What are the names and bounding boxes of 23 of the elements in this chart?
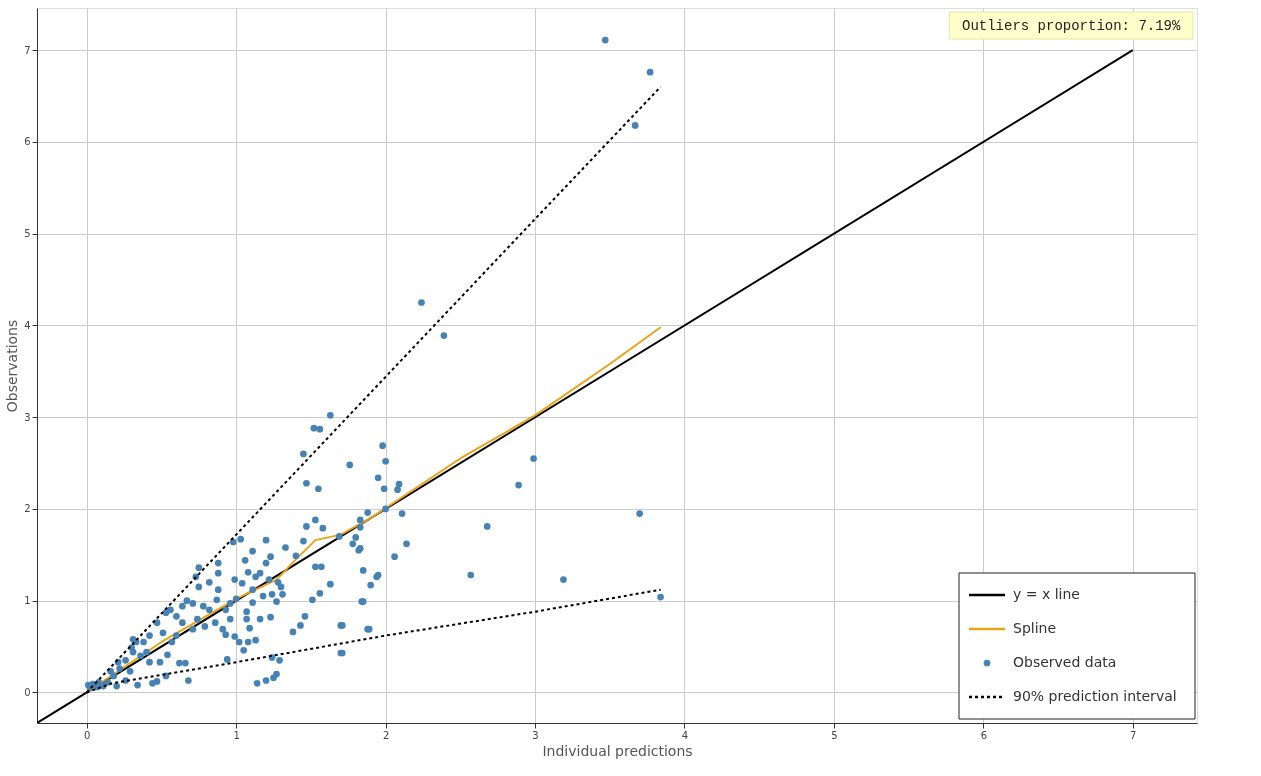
y-tick-label: 3 <box>24 411 31 423</box>
x-tick-label: 7 <box>1130 729 1137 741</box>
y-tick-label: 0 <box>24 686 31 698</box>
y-axis-title: Observations <box>4 319 21 413</box>
x-tick-label: 1 <box>233 729 240 741</box>
y-tick-label: 2 <box>24 503 31 515</box>
x-tick-label: 5 <box>831 729 838 741</box>
annotation: Outliers proportion: 7.19% <box>961 17 1182 34</box>
x-axis-title: Individual predictions <box>542 742 693 759</box>
x-tick-label: 3 <box>532 729 539 741</box>
x-tick-label: 6 <box>980 729 988 741</box>
y-tick-label: 5 <box>24 228 31 240</box>
x-tick-label: 2 <box>382 729 390 741</box>
legend-label: Spline <box>1013 620 1057 636</box>
y-tick-label: 6 <box>24 136 31 148</box>
y-tick-label: 1 <box>24 595 31 607</box>
y-tick-label: 7 <box>24 44 31 56</box>
legend-label: Observed data <box>1013 654 1117 670</box>
x-tick-label: 0 <box>84 729 91 741</box>
x-tick-label: 4 <box>681 729 689 741</box>
y-tick-label: 4 <box>24 319 31 331</box>
legend-label: y = x line <box>1013 586 1080 602</box>
legend-label: 90% prediction interval <box>1013 688 1177 704</box>
